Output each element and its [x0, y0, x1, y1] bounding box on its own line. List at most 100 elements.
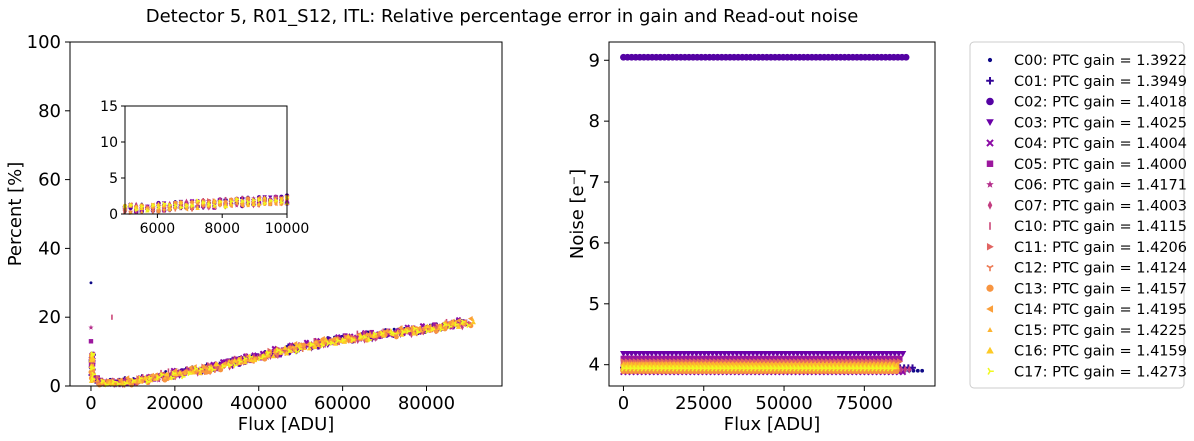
left-point-c15: [470, 317, 475, 321]
left-point-c14: [397, 325, 403, 331]
left-point-c13: [301, 342, 307, 348]
left-point-c17: [232, 362, 238, 368]
right-point-c05: [804, 355, 811, 362]
right-point-c05: [808, 355, 815, 362]
right-point-c05: [772, 355, 779, 362]
inset-point-c17: [190, 203, 195, 209]
inset-point-c14: [234, 201, 239, 206]
right-point-c17: [738, 365, 745, 372]
left-y-tick-label: 80: [38, 101, 61, 122]
right-point-c07: [907, 365, 912, 374]
left-point-c16: [197, 370, 203, 376]
legend-label: C13: PTC gain = 1.4157: [1014, 281, 1187, 297]
right-point-c17: [875, 365, 882, 372]
right-point-c15: [652, 361, 658, 366]
inset-point-c16: [228, 201, 234, 206]
left-point-c17: [180, 374, 186, 380]
inset-x-tick-label: 6000: [140, 221, 176, 237]
left-point-c17: [341, 337, 346, 343]
left-point-c15: [436, 326, 441, 331]
left-point-c17: [466, 322, 471, 328]
right-point-c05: [740, 355, 747, 362]
right-point-c05: [848, 355, 855, 362]
inset-point-c14: [273, 201, 278, 207]
right-point-c03: [899, 351, 907, 358]
legend-label: C03: PTC gain = 1.4025: [1014, 115, 1187, 131]
left-point-c16: [89, 356, 95, 362]
left-y-tick-label: 60: [38, 170, 61, 191]
right-point-c17: [812, 365, 819, 372]
right-point-c17: [660, 365, 666, 372]
right-point-c05: [708, 355, 715, 362]
left-point-c14: [124, 375, 130, 381]
right-point-c17: [820, 365, 827, 372]
right-point-c17: [730, 365, 737, 372]
left-point-c05: [378, 334, 383, 339]
left-point-c17: [138, 375, 143, 381]
left-x-tick-label: 0: [85, 393, 96, 414]
left-point-c17: [412, 326, 418, 332]
left-point-c17: [156, 374, 161, 380]
left-point-c16: [332, 341, 339, 346]
right-point-c17: [746, 365, 752, 372]
left-point-c17: [294, 349, 300, 355]
left-point-c14: [409, 324, 414, 331]
right-point-c05: [704, 355, 711, 362]
right-point-c17: [757, 365, 764, 372]
right-point-c17: [722, 365, 729, 372]
inset-point-c16: [251, 202, 256, 207]
left-point-c17: [329, 340, 335, 346]
left-point-c16: [242, 359, 248, 365]
right-point-c05: [784, 355, 791, 362]
right-point-c05: [868, 355, 875, 362]
legend-marker-c14: [986, 305, 994, 313]
right-point-c05: [744, 355, 751, 362]
right-point-c17: [832, 365, 838, 372]
right-point-c17: [808, 365, 815, 372]
right-point-c15: [648, 361, 654, 366]
left-point-c17: [442, 321, 448, 328]
left-point-c14: [416, 325, 422, 331]
left-point-c17: [111, 379, 117, 385]
right-point-c05: [664, 355, 671, 362]
right-point-c15: [789, 361, 794, 366]
left-point-c16: [265, 351, 271, 357]
left-point-c17: [248, 354, 253, 360]
left-point-c17: [91, 371, 96, 377]
left-point-c16: [323, 337, 329, 342]
right-point-c17: [777, 365, 784, 372]
right-x-tick-label: 50000: [755, 393, 812, 414]
legend-marker-c16: [986, 346, 994, 354]
right-point-c05: [656, 355, 663, 362]
legend-entry-c11: C11: PTC gain = 1.4206: [986, 240, 1187, 256]
left-point-c15: [369, 334, 373, 338]
inset-point-c16: [195, 206, 200, 211]
left-point-c17: [453, 321, 459, 328]
right-point-c17: [754, 365, 760, 372]
left-x-tick-label: 80000: [398, 393, 455, 414]
legend-label: C07: PTC gain = 1.4003: [1014, 198, 1187, 214]
left-point-c15: [303, 346, 307, 350]
left-point-c16: [424, 323, 430, 329]
legend-marker-c06: [986, 180, 994, 188]
legend-label: C04: PTC gain = 1.4004: [1014, 136, 1187, 152]
inset-point-c14: [145, 206, 150, 211]
left-point-c16: [306, 345, 313, 351]
left-point-c17: [430, 326, 436, 332]
right-point-c17: [804, 365, 811, 372]
right-point-c17: [644, 365, 651, 372]
left-point-c17: [171, 370, 177, 376]
inset-point-c16: [262, 195, 267, 200]
inset-point-c16: [212, 199, 217, 204]
right-point-c17: [624, 365, 631, 372]
legend-box: [969, 41, 1185, 389]
right-point-c05: [728, 355, 735, 362]
left-point-c05: [369, 329, 374, 335]
legend-entry-c04: C04: PTC gain = 1.4004: [986, 136, 1187, 152]
inset-point-c17: [240, 198, 245, 204]
left-point-c15: [273, 349, 278, 354]
inset-point-c17: [134, 207, 139, 212]
right-point-c17: [836, 365, 842, 372]
right-point-c17: [742, 365, 749, 372]
left-point-c16: [437, 323, 443, 329]
